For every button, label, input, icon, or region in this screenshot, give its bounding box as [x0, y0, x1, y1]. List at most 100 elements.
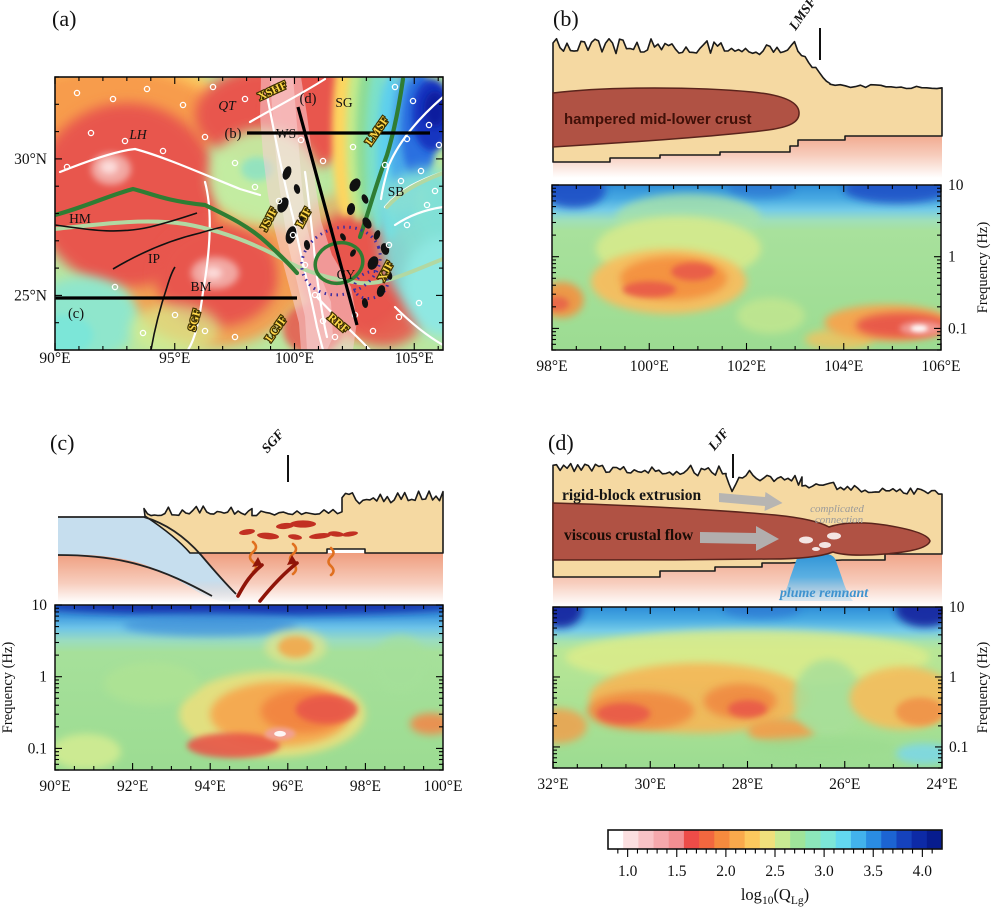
y-tick-label: 25°N	[14, 287, 47, 304]
plume-remnant-label: plume remnant	[779, 586, 869, 601]
panel-a-letter: (a)	[52, 6, 77, 31]
label-lh: LH	[128, 127, 148, 142]
heatmap-c: 90°E 92°E 94°E 96°E 98°E 100°E 10 1 0.1 Frequency…	[0, 598, 462, 795]
flow-lines-green	[55, 77, 443, 286]
label-ip: IP	[148, 251, 160, 266]
colorbar-label: log10(QLg)	[741, 885, 809, 907]
x-tick-label: 96°E	[272, 778, 303, 795]
label-sg: SG	[335, 95, 353, 110]
plume-remnant-shape	[779, 553, 853, 601]
cross-section-cartoon-c: SGF	[57, 428, 444, 603]
hampered-crust-label: hampered mid-lower crust	[564, 111, 752, 128]
label-hm: HM	[69, 211, 91, 226]
svg-text:complicated: complicated	[810, 503, 864, 515]
x-tick-label: 100°E	[630, 358, 669, 375]
axes: 98°E 100°E 102°E 104°E 106°E 10 1 0.1 Frequency …	[536, 178, 991, 375]
label-ws: WS	[276, 126, 296, 141]
colorbar-tick-label: 3.5	[864, 863, 884, 880]
section-markers: (b) (c) (d)	[68, 91, 317, 322]
panel-b-letter: (b)	[553, 6, 579, 31]
svg-text:connection: connection	[815, 514, 864, 526]
sgf-label: SGF	[258, 428, 287, 456]
melt-lenses	[239, 520, 358, 540]
x-tick-label: 28°E	[732, 776, 763, 793]
colorbar-tick-label: 1.0	[618, 863, 638, 880]
x-tick-label: 94°E	[195, 778, 226, 795]
x-tick-label: 95°E	[159, 350, 190, 367]
x-tick-label: 90°E	[39, 778, 70, 795]
axes: 90°E 92°E 94°E 96°E 98°E 100°E 10 1 0.1 Frequency…	[0, 598, 462, 795]
section-c-marker: (c)	[68, 306, 84, 322]
section-lines	[55, 106, 430, 326]
cross-section-cartoon-d: rigid-block extrusion viscous crustal fl…	[552, 428, 943, 606]
x-tick-label: 26°E	[829, 776, 860, 793]
y-tick-label: 10	[32, 598, 48, 614]
panel-d-letter: (d)	[548, 430, 574, 455]
x-tick-label: 90°E	[39, 350, 70, 367]
x-tick-label: 100°E	[424, 778, 463, 795]
colorbar-tick-label: 3.0	[814, 863, 834, 880]
x-tick-label: 105°E	[395, 350, 434, 367]
x-tick-label: 104°E	[824, 358, 863, 375]
label-qt: QT	[218, 98, 237, 113]
x-tick-label: 98°E	[536, 358, 567, 375]
y-tick-label: 30°N	[14, 151, 47, 168]
section-b-marker: (b)	[225, 126, 242, 142]
x-tick-label: 106°E	[922, 358, 961, 375]
partial-melt-spots	[799, 532, 841, 551]
y-tick-label: 0.1	[28, 740, 47, 757]
colorbar-tick-label: 2.0	[716, 863, 736, 880]
colorbar-ticks: 1.0 1.5 2.0 2.5 3.0 3.5 4.0	[617, 849, 933, 880]
map-panel-a: QT SG LH WS HM IP BM SB CY (b) (c) (d)	[14, 76, 444, 367]
x-tick-label: 24°E	[926, 776, 957, 793]
x-tick-label: 98°E	[350, 778, 381, 795]
y-tick-label: 10	[949, 600, 965, 616]
label-cy: CY	[337, 267, 356, 282]
heatmap-field	[552, 185, 941, 350]
ljf-label: LJF	[704, 428, 732, 454]
x-tick-label: 92°E	[117, 778, 148, 795]
complicated-connection-label: complicated connection	[810, 503, 864, 526]
map-q-field: QT SG LH WS HM IP BM SB CY (b) (c) (d)	[55, 77, 443, 350]
cross-section-cartoon-b: hampered mid-lower crust LMSF	[552, 0, 943, 178]
heatmap-b: 98°E 100°E 102°E 104°E 106°E 10 1 0.1 Frequency …	[536, 178, 991, 375]
thrust-lines	[55, 212, 224, 350]
label-bm: BM	[190, 279, 211, 294]
x-tick-label: 100°E	[275, 350, 314, 367]
event-circles	[63, 83, 443, 341]
colorbar-tick-label: 4.0	[913, 863, 933, 880]
y-axis-title: Frequency (Hz)	[975, 222, 991, 314]
y-axis-title: Frequency (Hz)	[0, 642, 16, 734]
flow-arrows-gray	[700, 492, 783, 551]
terrane-labels: QT SG LH WS HM IP BM SB CY	[69, 95, 404, 294]
y-tick-label: 0.1	[949, 739, 968, 756]
y-tick-label: 0.1	[948, 320, 967, 337]
colorbar-tick-label: 1.5	[667, 863, 687, 880]
x-tick-label: 30°E	[635, 776, 666, 793]
axes: 32°E 30°E 28°E 26°E 24°E 10 1 0.1 Frequency (Hz)	[537, 600, 991, 793]
underthrusting-slab	[58, 517, 241, 602]
upwelling-arrows	[236, 555, 299, 603]
x-tick-label: 32°E	[537, 776, 568, 793]
viscous-flow-label: viscous crustal flow	[564, 527, 694, 544]
y-tick-label: 10	[948, 178, 964, 194]
heatmap-field	[55, 605, 443, 770]
heatmap-d: 32°E 30°E 28°E 26°E 24°E 10 1 0.1 Frequency (Hz)	[537, 600, 991, 793]
y-axis-title: Frequency (Hz)	[975, 642, 991, 734]
x-tick-label: 102°E	[727, 358, 766, 375]
hampered-crust-blob	[552, 87, 800, 148]
colorbar: 1.0 1.5 2.0 2.5 3.0 3.5 4.0 log10(QLg)	[607, 829, 943, 907]
rigid-block-label: rigid-block extrusion	[562, 487, 701, 504]
slab-bottom-edge	[57, 554, 213, 597]
fault-lines-white	[58, 77, 443, 350]
colorbar-cells	[608, 830, 943, 849]
label-sb: SB	[388, 184, 405, 199]
axes: 90°E 95°E 100°E 105°E 30°N 25°N	[14, 76, 443, 367]
y-tick-label: 1	[948, 249, 956, 266]
slab-top-edge	[58, 516, 237, 595]
colorbar-tick-label: 2.5	[765, 863, 785, 880]
y-tick-label: 1	[39, 669, 47, 686]
section-d-marker: (d)	[300, 91, 317, 107]
viscous-flow-tongue	[552, 502, 931, 561]
